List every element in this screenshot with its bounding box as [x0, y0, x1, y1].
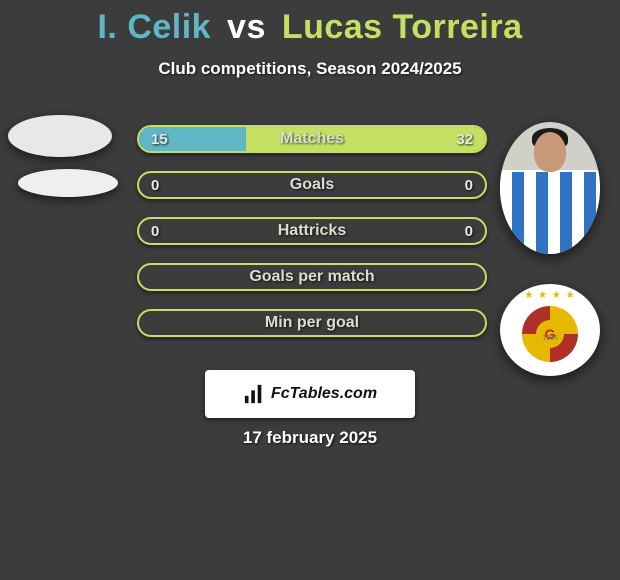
stat-row: Min per goal: [137, 309, 487, 337]
subtitle: Club competitions, Season 2024/2025: [0, 59, 620, 79]
brand-text: FcTables.com: [271, 385, 377, 403]
title-player1: I. Celik: [97, 8, 211, 46]
stat-row: 15 Matches 32: [137, 125, 487, 153]
title-vs: vs: [227, 8, 266, 46]
stat-label: Goals: [290, 176, 334, 194]
player2-avatar: [500, 122, 600, 254]
stat-value-left: 0: [151, 223, 159, 240]
stat-row: Goals per match: [137, 263, 487, 291]
stat-value-left: 0: [151, 177, 159, 194]
stat-row: 0 Hattricks 0: [137, 217, 487, 245]
stat-value-right: 0: [465, 177, 473, 194]
stat-label: Matches: [280, 130, 344, 148]
stat-bars: 15 Matches 32 0 Goals 0 0 Hattricks 0 Goals per m…: [137, 125, 487, 355]
date-label: 17 february 2025: [0, 428, 620, 448]
comparison-card: I. Celik vs Lucas Torreira Club competit…: [0, 0, 620, 580]
stat-row: 0 Goals 0: [137, 171, 487, 199]
stat-label: Hattricks: [278, 222, 346, 240]
stat-value-right: 0: [465, 223, 473, 240]
club-year: 1905: [542, 335, 558, 342]
stat-value-left: 15: [151, 131, 168, 148]
player1-avatar-placeholder: [8, 115, 112, 157]
stat-label: Goals per match: [249, 268, 374, 286]
club-stars-icon: ★ ★ ★ ★: [500, 290, 600, 301]
brand-pill[interactable]: FcTables.com: [205, 370, 415, 418]
right-avatar-column: ★ ★ ★ ★ G 1905: [490, 122, 610, 376]
club-crest-icon: G: [522, 306, 578, 362]
brand-chart-icon: [243, 383, 265, 405]
left-avatar-column: [0, 115, 130, 209]
player1-club-placeholder: [18, 169, 118, 197]
stat-label: Min per goal: [265, 314, 359, 332]
title-player2: Lucas Torreira: [282, 8, 523, 46]
page-title: I. Celik vs Lucas Torreira: [0, 0, 620, 47]
player2-club-badge: ★ ★ ★ ★ G 1905: [500, 284, 600, 376]
stat-value-right: 32: [456, 131, 473, 148]
